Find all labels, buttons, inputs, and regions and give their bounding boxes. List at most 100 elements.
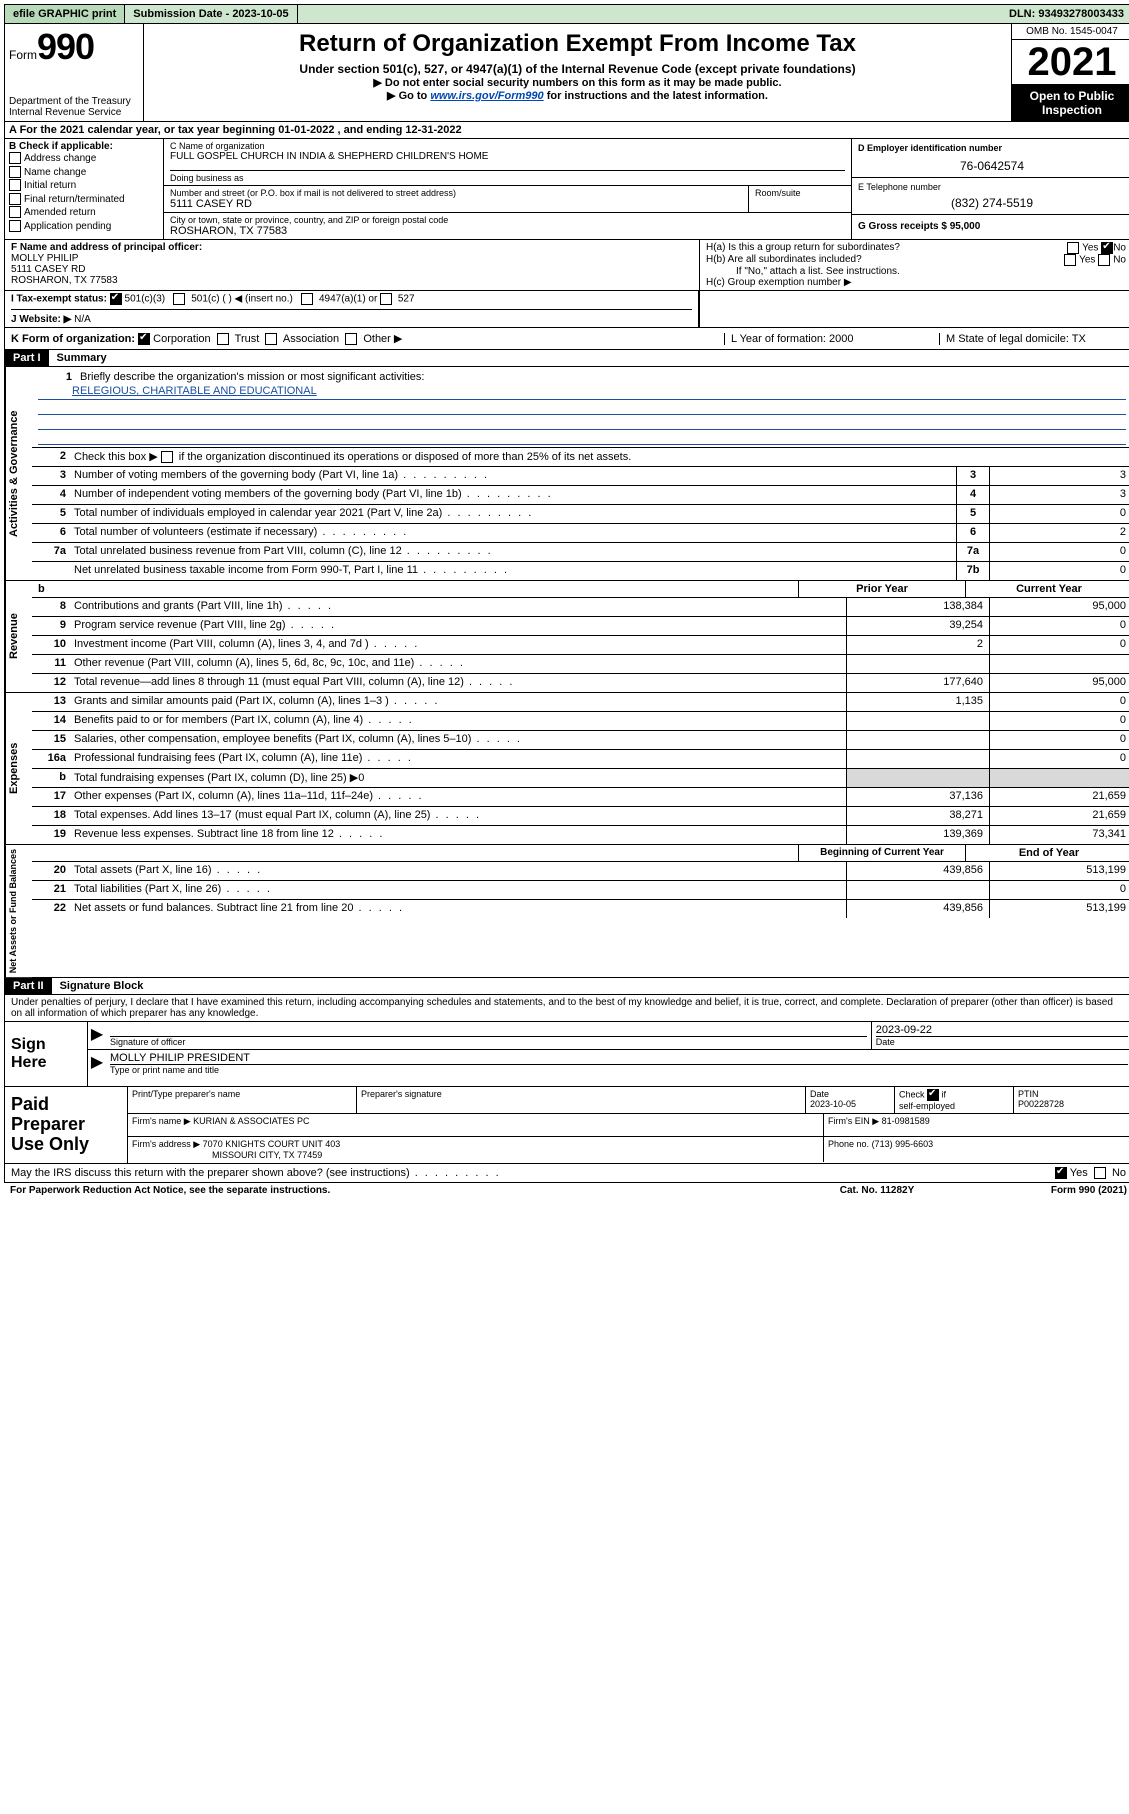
prep-date: 2023-10-05	[810, 1099, 890, 1109]
hb-label: H(b) Are all subordinates included?	[706, 254, 862, 266]
phone-label: E Telephone number	[858, 182, 1126, 192]
expense-line: 14 Benefits paid to or for members (Part…	[32, 712, 1129, 731]
summary-line: 4 Number of independent voting members o…	[32, 486, 1129, 505]
section-revenue: Revenue b Prior Year Current Year 8 Cont…	[4, 581, 1129, 693]
chk-trust[interactable]	[217, 333, 229, 345]
expense-line: 16a Professional fundraising fees (Part …	[32, 750, 1129, 769]
efile-label[interactable]: efile GRAPHIC print	[5, 5, 125, 23]
chk-501c3[interactable]	[110, 293, 122, 305]
expense-line: b Total fundraising expenses (Part IX, c…	[32, 769, 1129, 788]
chk-final-return[interactable]: Final return/terminated	[9, 193, 159, 207]
expense-line: 13 Grants and similar amounts paid (Part…	[32, 693, 1129, 712]
sig-date: 2023-09-22	[876, 1024, 1128, 1037]
form-title: Return of Organization Exempt From Incom…	[148, 30, 1007, 58]
summary-line: 6 Total number of volunteers (estimate i…	[32, 524, 1129, 543]
ha-yes[interactable]	[1067, 242, 1079, 254]
org-name: FULL GOSPEL CHURCH IN INDIA & SHEPHERD C…	[170, 151, 845, 162]
section-net-assets: Net Assets or Fund Balances Beginning of…	[4, 845, 1129, 978]
ein-label: D Employer identification number	[858, 143, 1126, 153]
chk-other[interactable]	[345, 333, 357, 345]
firm-name: KURIAN & ASSOCIATES PC	[193, 1116, 309, 1126]
hb-yes[interactable]	[1064, 254, 1076, 266]
part1-header: Part I Summary	[4, 350, 1129, 367]
chk-amended-return[interactable]: Amended return	[9, 206, 159, 220]
room-label: Room/suite	[755, 188, 845, 198]
officer-addr2: ROSHARON, TX 77583	[11, 275, 693, 286]
revenue-line: 11 Other revenue (Part VIII, column (A),…	[32, 655, 1129, 674]
block-i-j: I Tax-exempt status: 501(c)(3) 501(c) ( …	[4, 291, 1129, 328]
summary-line: 3 Number of voting members of the govern…	[32, 467, 1129, 486]
street-address: 5111 CASEY RD	[170, 198, 742, 210]
side-net-assets: Net Assets or Fund Balances	[5, 845, 32, 977]
chk-association[interactable]	[265, 333, 277, 345]
open-inspection: Open to Public Inspection	[1012, 85, 1129, 121]
phone-value: (832) 274-5519	[858, 196, 1126, 210]
arrow-icon: ▶	[88, 1050, 106, 1077]
hb-no[interactable]	[1098, 254, 1110, 266]
org-name-label: C Name of organization	[170, 141, 845, 151]
chk-501c[interactable]	[173, 293, 185, 305]
firm-addr2: MISSOURI CITY, TX 77459	[132, 1150, 819, 1160]
ha-label: H(a) Is this a group return for subordin…	[706, 242, 900, 254]
form-990-label: Form990	[9, 26, 139, 68]
chk-application-pending[interactable]: Application pending	[9, 220, 159, 234]
irs-discuss-row: May the IRS discuss this return with the…	[4, 1164, 1129, 1183]
website-value: N/A	[74, 314, 91, 325]
dba-label: Doing business as	[170, 170, 845, 183]
officer-name: MOLLY PHILIP	[11, 253, 693, 264]
chk-527[interactable]	[380, 293, 392, 305]
chk-discontinued[interactable]	[161, 451, 173, 463]
mission-text: RELEGIOUS, CHARITABLE AND EDUCATIONAL	[72, 385, 317, 397]
chk-4947[interactable]	[301, 293, 313, 305]
netasset-line: 20 Total assets (Part X, line 16) 439,85…	[32, 862, 1129, 881]
row-a-tax-year: A For the 2021 calendar year, or tax yea…	[4, 122, 1129, 139]
firm-ein: 81-0981589	[882, 1116, 930, 1126]
revenue-line: 12 Total revenue—add lines 8 through 11 …	[32, 674, 1129, 692]
city-label: City or town, state or province, country…	[170, 215, 845, 225]
revenue-line: 10 Investment income (Part VIII, column …	[32, 636, 1129, 655]
side-revenue: Revenue	[5, 581, 32, 692]
line2-text: Check this box ▶ if the organization dis…	[70, 448, 1129, 466]
sig-officer-label: Signature of officer	[110, 1037, 867, 1047]
irs-discuss-yes[interactable]	[1055, 1167, 1067, 1179]
hb-note: If "No," attach a list. See instructions…	[706, 266, 1126, 277]
summary-line: Net unrelated business taxable income fr…	[32, 562, 1129, 580]
col-d-e-g: D Employer identification number 76-0642…	[851, 139, 1129, 239]
chk-name-change[interactable]: Name change	[9, 166, 159, 180]
chk-address-change[interactable]: Address change	[9, 152, 159, 166]
expense-line: 19 Revenue less expenses. Subtract line …	[32, 826, 1129, 844]
subtitle-3: ▶ Go to www.irs.gov/Form990 for instruct…	[148, 89, 1007, 102]
paid-preparer-block: Paid Preparer Use Only Print/Type prepar…	[4, 1087, 1129, 1163]
tax-year: 2021	[1012, 40, 1129, 85]
footer-cat: Cat. No. 11282Y	[777, 1185, 977, 1196]
hdr-current-year: Current Year	[965, 581, 1129, 597]
sign-here-label: Sign Here	[5, 1022, 87, 1086]
state-domicile: M State of legal domicile: TX	[939, 333, 1126, 345]
sig-date-label: Date	[876, 1037, 1128, 1047]
footer: For Paperwork Reduction Act Notice, see …	[4, 1183, 1129, 1198]
revenue-line: 8 Contributions and grants (Part VIII, l…	[32, 598, 1129, 617]
netasset-line: 21 Total liabilities (Part X, line 26) 0	[32, 881, 1129, 900]
top-bar: efile GRAPHIC print Submission Date - 20…	[4, 4, 1129, 24]
irs-discuss-no[interactable]	[1094, 1167, 1106, 1179]
ha-no-checked[interactable]	[1101, 242, 1113, 254]
summary-line: 7a Total unrelated business revenue from…	[32, 543, 1129, 562]
officer-addr1: 5111 CASEY RD	[11, 264, 693, 275]
hdr-prior-year: Prior Year	[798, 581, 965, 597]
chk-initial-return[interactable]: Initial return	[9, 179, 159, 193]
ein-value: 76-0642574	[858, 159, 1126, 173]
sign-block: Sign Here ▶ Signature of officer 2023-09…	[4, 1022, 1129, 1087]
year-formation: L Year of formation: 2000	[724, 333, 931, 345]
block-f-h: F Name and address of principal officer:…	[4, 240, 1129, 291]
block-b-to-g: B Check if applicable: Address change Na…	[4, 139, 1129, 240]
gross-receipts: G Gross receipts $ 95,000	[858, 221, 1126, 232]
chk-self-employed[interactable]	[927, 1089, 939, 1101]
officer-typed-name: MOLLY PHILIP PRESIDENT	[110, 1052, 1128, 1065]
hc-label: H(c) Group exemption number ▶	[706, 277, 1126, 288]
typed-name-label: Type or print name and title	[110, 1065, 1128, 1075]
chk-corporation[interactable]	[138, 333, 150, 345]
signature-intro: Under penalties of perjury, I declare th…	[4, 995, 1129, 1022]
side-governance: Activities & Governance	[5, 367, 32, 580]
paid-preparer-label: Paid Preparer Use Only	[5, 1087, 127, 1162]
irs-link[interactable]: www.irs.gov/Form990	[430, 90, 543, 102]
